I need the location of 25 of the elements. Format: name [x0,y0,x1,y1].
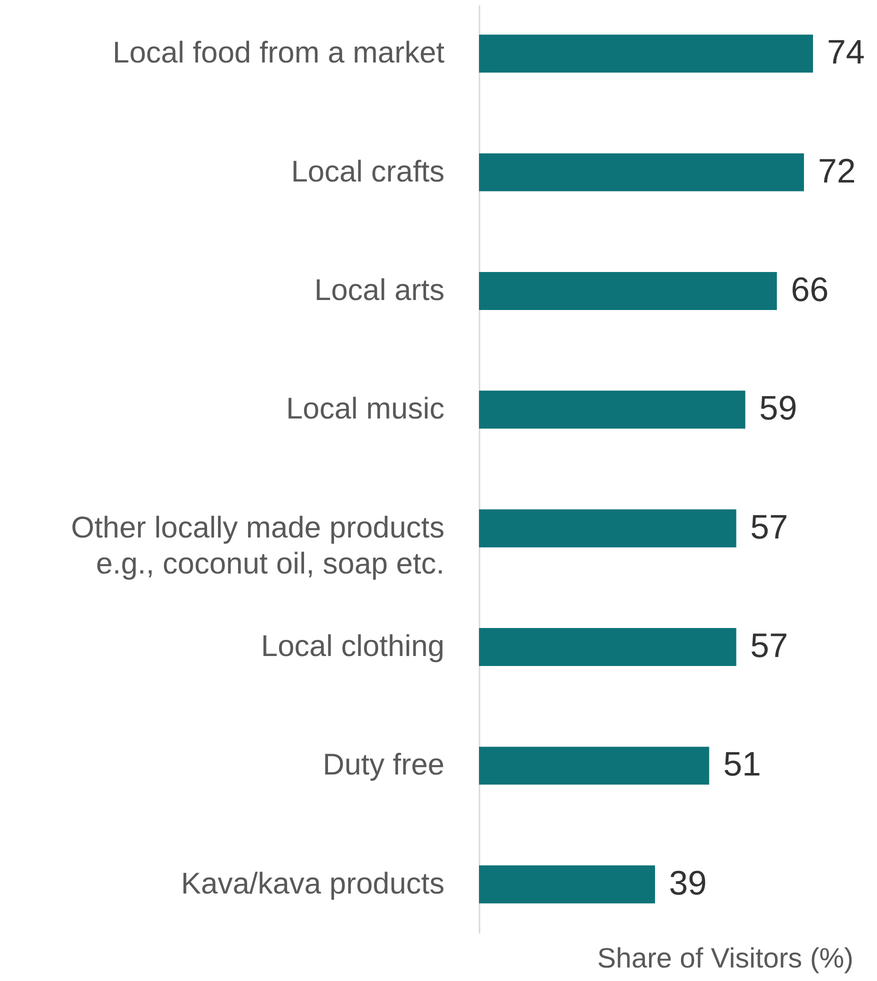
data-label: 74 [827,34,865,72]
bar [479,628,736,666]
y-tick-label: Local food from a market [112,36,446,70]
data-label: 59 [759,390,798,428]
data-label: 72 [818,152,856,190]
data-label: 39 [669,864,707,902]
y-tick-label: Local arts [314,274,444,307]
bar [479,746,710,785]
bar [479,153,804,192]
bar [479,272,777,310]
data-label: 66 [790,270,829,309]
bar [479,865,656,904]
y-tick-label: Local music [286,392,444,426]
bar [479,390,746,429]
data-label: 57 [750,508,788,546]
bar [479,509,736,548]
y-tick-label: Kava/kava products [181,867,444,900]
y-tick-label: Local crafts [291,155,444,188]
bar [479,34,813,73]
y-tick-label: Other locally made products e.g., coconut oil, soap etc. [70,511,444,580]
y-tick-label: Local clothing [261,630,444,664]
data-label: 57 [750,627,788,666]
y-tick-label: Duty free [322,748,444,782]
x-axis-title: Share of Visitors (%) [597,942,854,974]
data-label: 51 [723,746,762,784]
